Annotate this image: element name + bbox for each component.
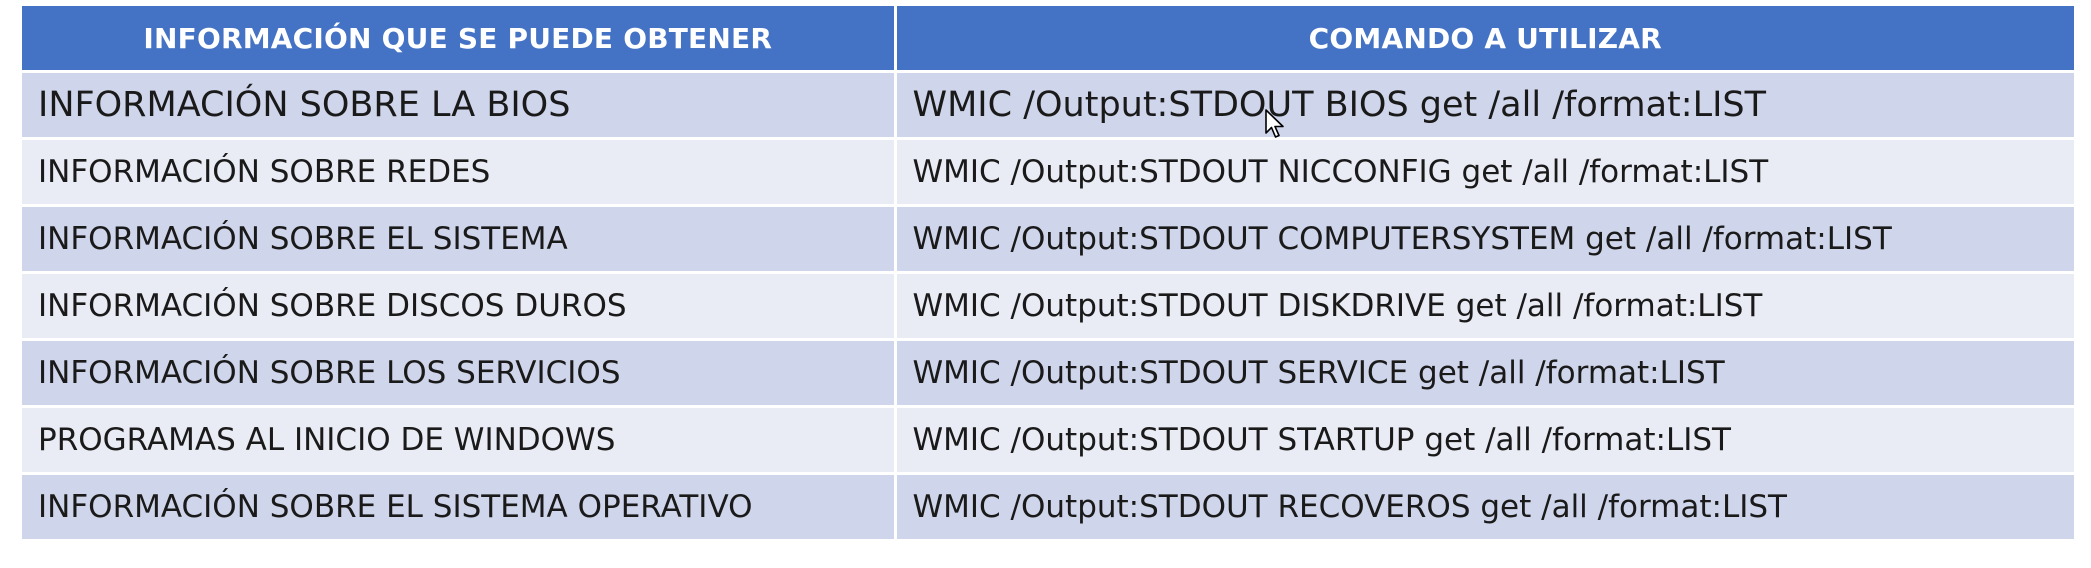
cell-information: INFORMACIÓN SOBRE REDES: [22, 137, 897, 206]
cell-command: WMIC /Output:STDOUT NICCONFIG get /all /…: [895, 137, 2074, 206]
mouse-pointer-icon: [1265, 109, 1284, 138]
table-row: INFORMACIÓN SOBRE REDES WMIC /Output:STD…: [22, 137, 2074, 206]
table-row: INFORMACIÓN SOBRE LOS SERVICIOS WMIC /Ou…: [22, 338, 2074, 407]
table-header-row: INFORMACIÓN QUE SE PUEDE OBTENER COMANDO…: [22, 6, 2074, 72]
cell-command: WMIC /Output:STDOUT BIOS get /all /forma…: [895, 70, 2074, 139]
table-row: INFORMACIÓN SOBRE LA BIOS WMIC /Output:S…: [22, 70, 2074, 139]
table-row: INFORMACIÓN SOBRE EL SISTEMA WMIC /Outpu…: [22, 204, 2074, 273]
wmic-commands-table: INFORMACIÓN QUE SE PUEDE OBTENER COMANDO…: [22, 6, 2074, 539]
cell-information: INFORMACIÓN SOBRE EL SISTEMA OPERATIVO: [22, 472, 897, 539]
wmic-commands-table-container: INFORMACIÓN QUE SE PUEDE OBTENER COMANDO…: [22, 6, 2074, 539]
table-row: PROGRAMAS AL INICIO DE WINDOWS WMIC /Out…: [22, 405, 2074, 474]
cell-information: INFORMACIÓN SOBRE LA BIOS: [22, 70, 897, 139]
cell-information: PROGRAMAS AL INICIO DE WINDOWS: [22, 405, 897, 474]
table-row: INFORMACIÓN SOBRE DISCOS DUROS WMIC /Out…: [22, 271, 2074, 340]
cell-command: WMIC /Output:STDOUT COMPUTERSYSTEM get /…: [895, 204, 2074, 273]
cell-information: INFORMACIÓN SOBRE EL SISTEMA: [22, 204, 897, 273]
cell-information: INFORMACIÓN SOBRE LOS SERVICIOS: [22, 338, 897, 407]
cell-command: WMIC /Output:STDOUT RECOVEROS get /all /…: [895, 472, 2074, 539]
cell-information: INFORMACIÓN SOBRE DISCOS DUROS: [22, 271, 897, 340]
header-information: INFORMACIÓN QUE SE PUEDE OBTENER: [22, 6, 897, 72]
cell-command: WMIC /Output:STDOUT DISKDRIVE get /all /…: [895, 271, 2074, 340]
cell-command: WMIC /Output:STDOUT SERVICE get /all /fo…: [895, 338, 2074, 407]
cell-command: WMIC /Output:STDOUT STARTUP get /all /fo…: [895, 405, 2074, 474]
header-command: COMANDO A UTILIZAR: [895, 6, 2074, 72]
table-row: INFORMACIÓN SOBRE EL SISTEMA OPERATIVO W…: [22, 472, 2074, 539]
